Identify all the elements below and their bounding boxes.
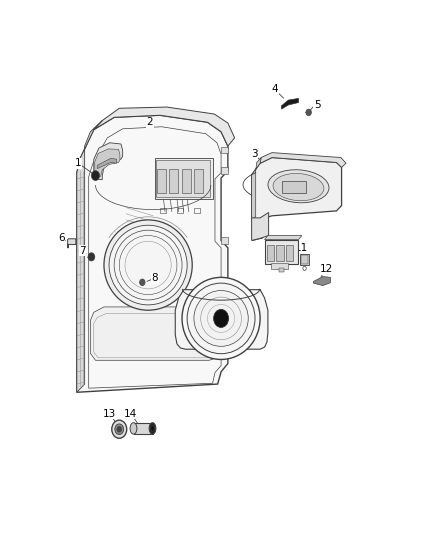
Bar: [267, 245, 274, 261]
Polygon shape: [282, 99, 298, 109]
Bar: [156, 160, 210, 197]
Ellipse shape: [194, 290, 248, 346]
Text: 11: 11: [295, 243, 308, 253]
Polygon shape: [94, 143, 123, 180]
Polygon shape: [77, 120, 102, 392]
Ellipse shape: [182, 277, 260, 359]
Bar: [300, 254, 309, 265]
Ellipse shape: [112, 420, 127, 438]
Polygon shape: [95, 149, 120, 176]
Polygon shape: [67, 239, 76, 248]
Bar: [134, 423, 152, 434]
Ellipse shape: [117, 426, 122, 432]
Circle shape: [140, 279, 145, 286]
Polygon shape: [251, 213, 268, 240]
Polygon shape: [221, 237, 228, 244]
Ellipse shape: [268, 169, 329, 203]
Circle shape: [88, 253, 95, 261]
Text: 10: 10: [252, 230, 265, 240]
Bar: [160, 208, 166, 213]
Polygon shape: [90, 307, 221, 360]
Ellipse shape: [149, 423, 156, 434]
Text: 12: 12: [320, 264, 333, 274]
Polygon shape: [251, 158, 261, 220]
Ellipse shape: [104, 220, 192, 310]
Bar: [279, 268, 284, 272]
Polygon shape: [251, 218, 260, 240]
Polygon shape: [221, 167, 228, 174]
Ellipse shape: [187, 283, 255, 354]
Bar: [286, 245, 293, 261]
Polygon shape: [260, 152, 346, 167]
Ellipse shape: [130, 423, 137, 434]
Bar: [182, 168, 191, 193]
Text: 14: 14: [124, 409, 138, 418]
Text: 2: 2: [146, 117, 153, 127]
Bar: [282, 181, 306, 193]
Text: 9: 9: [223, 286, 230, 295]
Bar: [300, 255, 308, 264]
Bar: [271, 263, 288, 269]
Bar: [157, 168, 166, 193]
Bar: [194, 168, 203, 193]
Polygon shape: [221, 147, 228, 154]
Text: 7: 7: [79, 246, 86, 256]
Bar: [194, 208, 200, 213]
Text: 4: 4: [272, 84, 278, 94]
Polygon shape: [314, 277, 330, 286]
Bar: [155, 158, 212, 199]
Text: 3: 3: [251, 149, 258, 159]
Polygon shape: [221, 327, 228, 334]
Bar: [177, 208, 183, 213]
Ellipse shape: [109, 225, 187, 305]
Circle shape: [214, 309, 229, 327]
Polygon shape: [251, 158, 342, 220]
Bar: [276, 245, 283, 261]
Ellipse shape: [273, 173, 324, 201]
Text: 1: 1: [75, 158, 82, 168]
Bar: [265, 240, 298, 264]
Polygon shape: [77, 115, 228, 392]
Text: 6: 6: [58, 233, 65, 243]
Circle shape: [92, 171, 99, 181]
Polygon shape: [175, 290, 268, 349]
Bar: [170, 168, 178, 193]
Polygon shape: [97, 158, 117, 168]
Polygon shape: [94, 107, 235, 146]
Polygon shape: [265, 236, 302, 240]
Text: 5: 5: [314, 100, 321, 110]
Text: 8: 8: [152, 273, 158, 283]
Ellipse shape: [151, 425, 154, 431]
Ellipse shape: [115, 424, 124, 434]
Text: 13: 13: [102, 409, 116, 418]
Circle shape: [306, 109, 311, 116]
